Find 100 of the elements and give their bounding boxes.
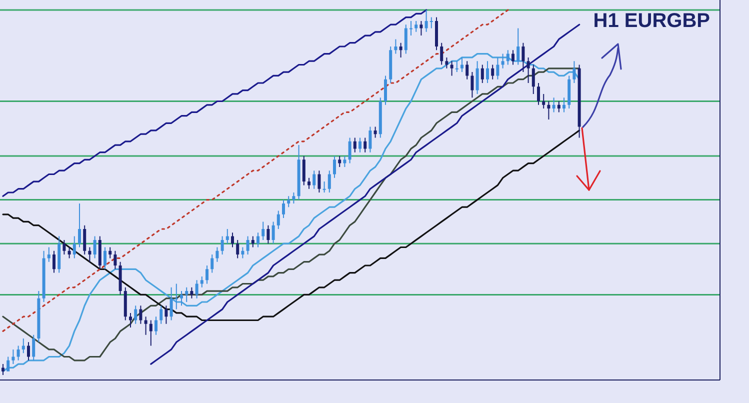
candlestick (368, 126, 372, 152)
candlestick (206, 266, 208, 284)
candlestick (185, 287, 188, 302)
candlestick (174, 284, 178, 310)
candlestick (276, 210, 280, 229)
candlestick (220, 236, 224, 255)
candlestick (6, 356, 10, 372)
candlestick (312, 170, 316, 189)
candlestick (16, 346, 20, 360)
candlestick (287, 196, 290, 208)
candlestick (450, 61, 454, 76)
candlestick (410, 20, 412, 36)
candlestick (384, 76, 387, 105)
candlestick (445, 57, 448, 68)
candlestick (88, 247, 92, 262)
candlestick (231, 232, 234, 248)
candlestick (532, 64, 535, 94)
candlestick (322, 182, 326, 192)
candlestick (460, 57, 464, 72)
candlestick (328, 170, 331, 192)
candlestick (134, 306, 138, 324)
candlestick (480, 64, 484, 83)
candlestick (139, 306, 142, 324)
candlestick (251, 236, 254, 248)
candlestick (318, 170, 321, 192)
candlestick (364, 138, 367, 152)
candlestick (430, 17, 433, 28)
candlestick (58, 236, 61, 273)
candlestick (378, 98, 382, 138)
candlestick (308, 178, 310, 189)
candlestick (104, 247, 106, 270)
candlestick (348, 138, 352, 164)
candlestick (226, 229, 229, 244)
candlestick (512, 50, 514, 65)
candlestick (246, 236, 250, 255)
candlestick (83, 225, 86, 255)
candlestick (526, 57, 530, 83)
candlestick (501, 54, 504, 68)
candlestick (47, 247, 50, 262)
candlestick (572, 61, 576, 83)
text: H1 EURGBP (593, 10, 710, 32)
candlestick (37, 291, 40, 342)
candlestick (32, 334, 36, 360)
candlestick (568, 76, 571, 109)
candlestick (42, 250, 46, 302)
candlestick (236, 240, 240, 258)
candlestick (338, 156, 342, 167)
candlestick (562, 98, 566, 112)
candlestick (170, 287, 173, 320)
candlestick (12, 349, 15, 364)
candlestick (27, 342, 30, 360)
candlestick (78, 203, 81, 248)
candlestick (414, 20, 418, 32)
candlestick (124, 287, 127, 320)
candlestick (22, 338, 25, 354)
candlestick (154, 316, 158, 335)
candlestick (272, 222, 275, 244)
candlestick (466, 61, 469, 80)
candlestick (216, 247, 219, 262)
candlestick (180, 291, 183, 306)
candlestick (353, 138, 356, 152)
candlestick (516, 28, 520, 65)
candlestick (358, 138, 362, 152)
candlestick (476, 61, 479, 94)
candlestick (118, 262, 122, 295)
candlestick (399, 42, 402, 58)
candlestick (164, 306, 168, 324)
candlestick (114, 250, 117, 270)
candlestick (486, 61, 489, 83)
candlestick (144, 316, 148, 335)
candlestick (2, 364, 4, 375)
candlestick (537, 83, 540, 105)
candlestick (241, 247, 244, 258)
candlestick (297, 145, 300, 200)
candlestick (200, 276, 204, 288)
candlestick (72, 236, 76, 258)
candlestick (68, 247, 71, 258)
candlestick (343, 156, 346, 167)
candlestick (470, 72, 474, 98)
candlestick (455, 61, 458, 72)
candlestick (302, 156, 306, 186)
candlestick (435, 17, 438, 50)
candlestick (282, 200, 285, 218)
candlestick (190, 287, 194, 298)
candlestick (542, 94, 546, 109)
candlestick (552, 98, 556, 112)
candlestick (394, 39, 398, 54)
candlestick (52, 250, 56, 273)
candlestick (547, 101, 550, 120)
candlestick (374, 126, 377, 138)
candlestick (424, 10, 428, 32)
candlestick (333, 156, 336, 178)
candlestick (496, 57, 500, 80)
candlestick (491, 64, 494, 80)
candlestick (210, 254, 214, 273)
candlestick (62, 240, 66, 255)
candlestick (522, 42, 525, 72)
candlestick (557, 101, 560, 112)
candlestick (195, 280, 198, 298)
candlestick (404, 24, 408, 54)
